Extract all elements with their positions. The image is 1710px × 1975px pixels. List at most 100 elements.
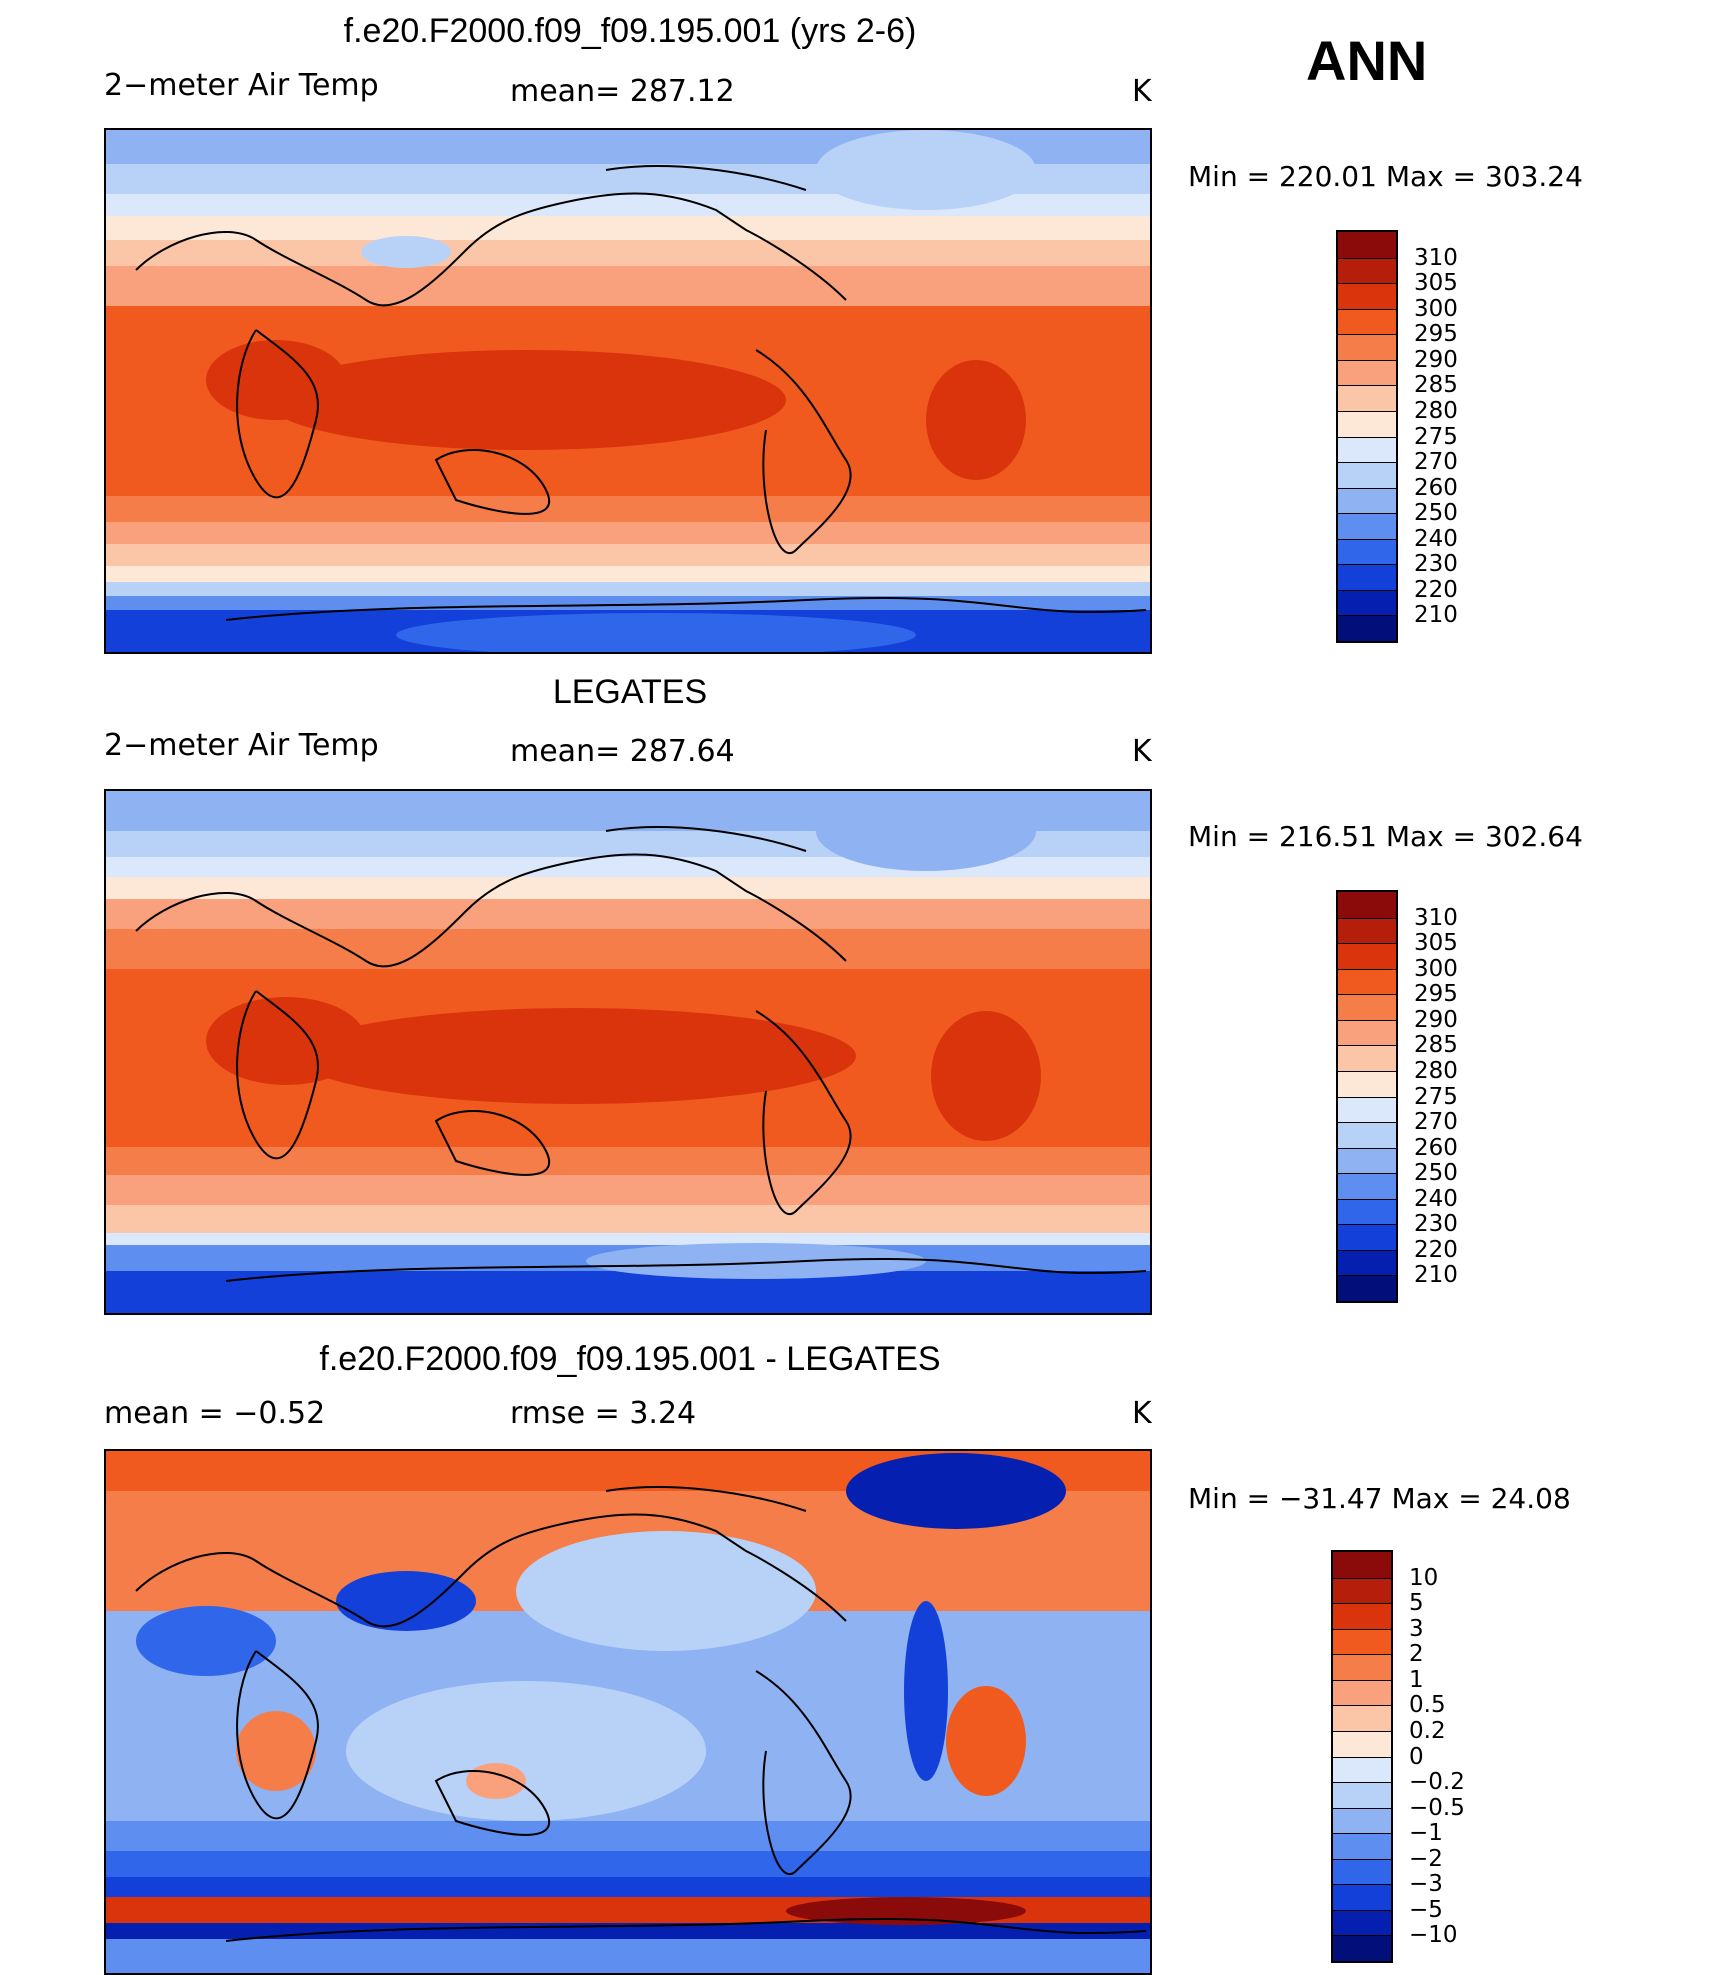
colorbar-tick-label: 240 <box>1414 525 1458 552</box>
colorbar-swatch <box>1338 917 1396 944</box>
colorbar-swatch <box>1338 359 1396 386</box>
colorbar-tick-label: 305 <box>1414 930 1458 957</box>
colorbar-swatch <box>1338 232 1396 258</box>
colorbar-swatch <box>1338 943 1396 969</box>
colorbar-tick-label: 280 <box>1414 1057 1458 1084</box>
colorbar-tick-label: 310 <box>1414 904 1458 931</box>
colorbar-tick-label: 240 <box>1414 1185 1458 1212</box>
colorbar-swatch <box>1338 308 1396 335</box>
panel-3-units: K <box>1132 1396 1152 1431</box>
panel-1-variable-label: 2−meter Air Temp <box>104 68 379 103</box>
colorbar-swatch <box>1333 1577 1391 1604</box>
colorbar-swatch <box>1333 1935 1391 1961</box>
colorbar-swatch <box>1338 1070 1396 1097</box>
colorbar-tick-label: 310 <box>1414 244 1458 271</box>
colorbar-tick-label: 230 <box>1414 551 1458 578</box>
colorbar-tick-label: 0 <box>1409 1743 1424 1770</box>
colorbar-tick-label: 300 <box>1414 955 1458 982</box>
colorbar-swatch <box>1338 994 1396 1020</box>
colorbar-tick-label: 285 <box>1414 1032 1458 1059</box>
colorbar-swatch <box>1338 538 1396 565</box>
colorbar-tick-label: 2 <box>1409 1641 1424 1668</box>
panel-2-title: LEGATES <box>552 673 708 711</box>
colorbar-swatch <box>1338 1096 1396 1123</box>
colorbar-swatch <box>1333 1730 1391 1757</box>
colorbar-tick-label: 220 <box>1414 1236 1458 1263</box>
colorbar-swatch <box>1333 1756 1391 1783</box>
colorbar-swatch <box>1333 1679 1391 1706</box>
panel-1-minmax: Min = 220.01 Max = 303.24 <box>1188 160 1583 193</box>
colorbar-tick-label: 285 <box>1414 372 1458 399</box>
colorbar-tick-label: −3 <box>1409 1871 1443 1898</box>
colorbar-swatch <box>1338 589 1396 616</box>
panel-2-units: K <box>1132 734 1152 769</box>
colorbar-swatch <box>1338 1147 1396 1174</box>
panel-2-map-svg <box>106 791 1150 1313</box>
colorbar-tick-label: 270 <box>1414 449 1458 476</box>
panel-2-minmax: Min = 216.51 Max = 302.64 <box>1188 820 1583 853</box>
colorbar-swatch <box>1333 1833 1391 1859</box>
colorbar-swatch <box>1333 1552 1391 1578</box>
panel-1-mean-label: mean= 287.12 <box>510 74 735 109</box>
panel-1-map <box>104 128 1152 654</box>
panel-1-map-svg <box>106 130 1150 652</box>
panel-2-colorbar <box>1336 890 1398 1303</box>
colorbar-tick-label: −0.5 <box>1409 1794 1465 1821</box>
colorbar-swatch <box>1333 1807 1391 1834</box>
colorbar-swatch <box>1338 1122 1396 1148</box>
panel-3-map-svg <box>106 1451 1150 1973</box>
colorbar-tick-label: 260 <box>1414 474 1458 501</box>
colorbar-tick-label: 210 <box>1414 1262 1458 1289</box>
colorbar-tick-label: −0.2 <box>1409 1769 1465 1796</box>
colorbar-swatch <box>1338 487 1396 514</box>
colorbar-tick-label: 1 <box>1409 1666 1424 1693</box>
colorbar-tick-label: 220 <box>1414 576 1458 603</box>
panel-1-colorbar <box>1336 230 1398 643</box>
colorbar-swatch <box>1338 257 1396 284</box>
colorbar-swatch <box>1338 334 1396 360</box>
colorbar-tick-label: 290 <box>1414 1006 1458 1033</box>
colorbar-tick-label: 300 <box>1414 295 1458 322</box>
colorbar-tick-label: 5 <box>1409 1590 1424 1617</box>
colorbar-tick-label: 295 <box>1414 981 1458 1008</box>
panel-3-map <box>104 1449 1152 1975</box>
colorbar-tick-label: 10 <box>1409 1564 1439 1591</box>
colorbar-swatch <box>1333 1628 1391 1655</box>
colorbar-swatch <box>1338 892 1396 918</box>
colorbar-tick-label: 250 <box>1414 1160 1458 1187</box>
colorbar-tick-label: 275 <box>1414 423 1458 450</box>
colorbar-swatch <box>1338 513 1396 539</box>
colorbar-tick-label: −10 <box>1409 1922 1458 1949</box>
colorbar-swatch <box>1333 1884 1391 1910</box>
colorbar-swatch <box>1333 1782 1391 1808</box>
colorbar-swatch <box>1338 1275 1396 1301</box>
colorbar-tick-label: 295 <box>1414 321 1458 348</box>
colorbar-tick-label: 0.5 <box>1409 1692 1446 1719</box>
colorbar-swatch <box>1338 1045 1396 1071</box>
colorbar-swatch <box>1338 385 1396 411</box>
colorbar-tick-label: 275 <box>1414 1083 1458 1110</box>
panel-2-map <box>104 789 1152 1315</box>
colorbar-tick-label: 280 <box>1414 397 1458 424</box>
colorbar-tick-label: 3 <box>1409 1615 1424 1642</box>
panel-3-minmax: Min = −31.47 Max = 24.08 <box>1188 1482 1571 1515</box>
colorbar-swatch <box>1338 410 1396 437</box>
colorbar-swatch <box>1338 1224 1396 1250</box>
colorbar-tick-label: 0.2 <box>1409 1717 1446 1744</box>
colorbar-swatch <box>1338 462 1396 488</box>
colorbar-swatch <box>1338 1019 1396 1046</box>
colorbar-tick-label: 230 <box>1414 1211 1458 1238</box>
panel-1-units: K <box>1132 74 1152 109</box>
colorbar-tick-label: 290 <box>1414 346 1458 373</box>
colorbar-swatch <box>1333 1603 1391 1629</box>
season-label: ANN <box>1306 29 1428 92</box>
colorbar-swatch <box>1338 436 1396 463</box>
panel-1-title: f.e20.F2000.f09_f09.195.001 (yrs 2-6) <box>343 12 917 50</box>
colorbar-swatch <box>1333 1705 1391 1731</box>
colorbar-tick-label: −1 <box>1409 1820 1443 1847</box>
colorbar-swatch <box>1333 1858 1391 1885</box>
panel-3-title: f.e20.F2000.f09_f09.195.001 - LEGATES <box>319 1340 941 1378</box>
colorbar-swatch <box>1338 968 1396 995</box>
panel-2-mean-label: mean= 287.64 <box>510 734 735 769</box>
colorbar-swatch <box>1338 1173 1396 1199</box>
